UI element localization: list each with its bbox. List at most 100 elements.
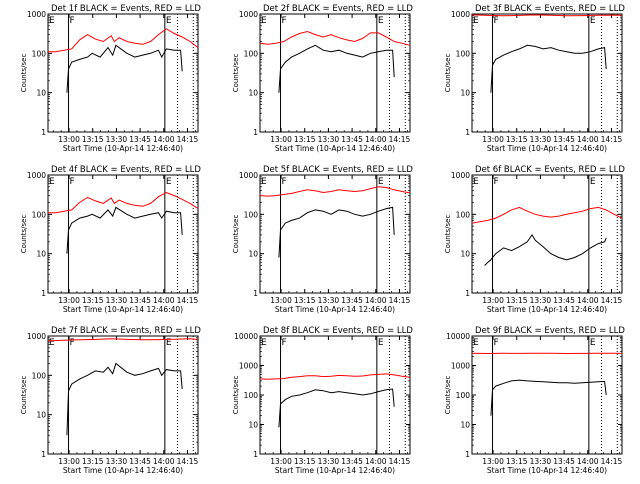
y-axis-label: Counts/sec <box>232 54 240 93</box>
series-lld <box>260 374 410 379</box>
series-lld <box>260 32 410 46</box>
x-tick-label: 13:45 <box>341 135 363 144</box>
x-tick-label: 14:15 <box>177 135 199 144</box>
marker-label-F: F <box>70 177 75 187</box>
y-tick-label: 10 <box>248 421 258 430</box>
series-lld <box>48 193 198 213</box>
x-axis-label: Start Time (10-Apr-14 12:46:40) <box>275 305 395 314</box>
marker-label-E: E <box>378 16 384 26</box>
y-tick-label: 100 <box>32 371 47 380</box>
panel-det-5: Det 5f BLACK = Events, RED = LLD11010010… <box>232 165 413 314</box>
x-axis-label: Start Time (10-Apr-14 12:46:40) <box>63 466 183 475</box>
x-tick-label: 13:15 <box>506 457 528 466</box>
y-tick-label: 100 <box>32 210 47 219</box>
marker-label-E-start: E <box>261 338 267 348</box>
x-axis-label: Start Time (10-Apr-14 12:46:40) <box>275 144 395 153</box>
x-tick-label: 13:15 <box>506 135 528 144</box>
x-tick-label: 13:15 <box>294 135 316 144</box>
x-tick-label: 14:15 <box>389 135 411 144</box>
x-tick-label: 13:45 <box>553 296 575 305</box>
marker-label-E: E <box>166 16 172 26</box>
panel-det-1: Det 1f BLACK = Events, RED = LLD11010010… <box>20 4 201 153</box>
y-tick-label: 1000 <box>451 10 470 19</box>
x-tick-label: 13:30 <box>318 135 340 144</box>
x-tick-label: 14:15 <box>177 296 199 305</box>
y-tick-label: 10 <box>36 89 46 98</box>
x-tick-label: 13:45 <box>553 135 575 144</box>
y-axis-label: Counts/sec <box>444 376 452 415</box>
y-tick-label: 100 <box>32 49 47 58</box>
marker-label-F: F <box>494 16 499 26</box>
x-axis-label: Start Time (10-Apr-14 12:46:40) <box>275 466 395 475</box>
panel-det-9: Det 9f BLACK = Events, RED = LLD 1 10 100 10… <box>444 326 625 475</box>
y-tick-label: 10 <box>460 250 470 259</box>
x-tick-label: 13:00 <box>58 135 80 144</box>
y-axis-label: Counts/sec <box>20 376 28 415</box>
plot-frame <box>48 175 198 293</box>
y-tick-label: 10 <box>460 421 470 430</box>
plot-frame <box>48 336 198 454</box>
plot-frame <box>472 14 622 132</box>
y-tick-label: 100 <box>456 49 471 58</box>
x-tick-label: 13:00 <box>58 296 80 305</box>
marker-label-F: F <box>282 338 287 348</box>
marker-label-F: F <box>70 16 75 26</box>
y-tick-label: 10 <box>36 250 46 259</box>
y-tick-label: 1000 <box>239 10 258 19</box>
x-tick-label: 14:00 <box>153 135 175 144</box>
x-tick-label: 13:00 <box>482 457 504 466</box>
marker-label-E-start: E <box>473 338 479 348</box>
marker-label-F: F <box>282 177 287 187</box>
x-tick-label: 14:15 <box>177 457 199 466</box>
series-lld <box>48 29 198 52</box>
x-tick-label: 13:00 <box>270 135 292 144</box>
x-tick-label: 13:45 <box>341 296 363 305</box>
y-tick-label: 1 <box>41 289 46 298</box>
y-tick-label: 1 <box>253 450 258 459</box>
x-tick-label: 13:15 <box>82 296 104 305</box>
x-tick-label: 13:00 <box>270 457 292 466</box>
y-axis-label: Counts/sec <box>444 215 452 254</box>
x-tick-label: 13:45 <box>129 135 151 144</box>
x-tick-label: 14:15 <box>601 296 623 305</box>
marker-label-E-start: E <box>49 16 55 26</box>
x-tick-label: 14:15 <box>601 457 623 466</box>
series-lld <box>472 207 622 223</box>
marker-label-F: F <box>494 338 499 348</box>
x-tick-label: 13:15 <box>82 457 104 466</box>
y-tick-label: 1000 <box>239 171 258 180</box>
panel-title: Det 4f BLACK = Events, RED = LLD <box>51 165 201 175</box>
x-tick-label: 13:00 <box>482 135 504 144</box>
x-tick-label: 13:45 <box>341 457 363 466</box>
y-tick-label: 1 <box>41 450 46 459</box>
x-tick-label: 13:30 <box>318 457 340 466</box>
x-tick-label: 13:30 <box>530 135 552 144</box>
x-tick-label: 13:30 <box>530 457 552 466</box>
x-tick-label: 14:15 <box>389 457 411 466</box>
y-tick-label: 10 <box>460 89 470 98</box>
marker-label-E-start: E <box>49 177 55 187</box>
y-tick-label: 1000 <box>451 171 470 180</box>
panel-det-8: Det 8f BLACK = Events, RED = LLD11010010… <box>232 326 413 475</box>
panel-title: Det 2f BLACK = Events, RED = LLD <box>263 4 413 14</box>
panel-det-3: Det 3f BLACK = Events, RED = LLD11010010… <box>444 4 625 153</box>
y-tick-label: 10000 <box>446 332 470 341</box>
marker-label-E-start: E <box>49 338 55 348</box>
x-tick-label: 13:30 <box>318 296 340 305</box>
x-axis-label: Start Time (10-Apr-14 12:46:40) <box>487 305 607 314</box>
y-tick-label: 1000 <box>27 332 46 341</box>
panel-det-7: Det 7f BLACK = Events, RED = LLD11010010… <box>20 326 201 475</box>
x-tick-label: 13:15 <box>506 296 528 305</box>
marker-label-E: E <box>590 177 596 187</box>
x-tick-label: 13:00 <box>482 296 504 305</box>
panel-title: Det 9f BLACK = Events, RED = LLD <box>475 326 625 336</box>
x-tick-label: 13:30 <box>106 135 128 144</box>
y-tick-label: 1000 <box>451 362 470 371</box>
x-tick-label: 14:00 <box>577 296 599 305</box>
y-tick-label: 1 <box>465 450 470 459</box>
panel-det-2: Det 2f BLACK = Events, RED = LLD11010010… <box>232 4 413 153</box>
x-tick-label: 13:45 <box>129 296 151 305</box>
y-tick-label: 100 <box>456 391 471 400</box>
panel-det-4: Det 4f BLACK = Events, RED = LLD11010010… <box>20 165 201 314</box>
